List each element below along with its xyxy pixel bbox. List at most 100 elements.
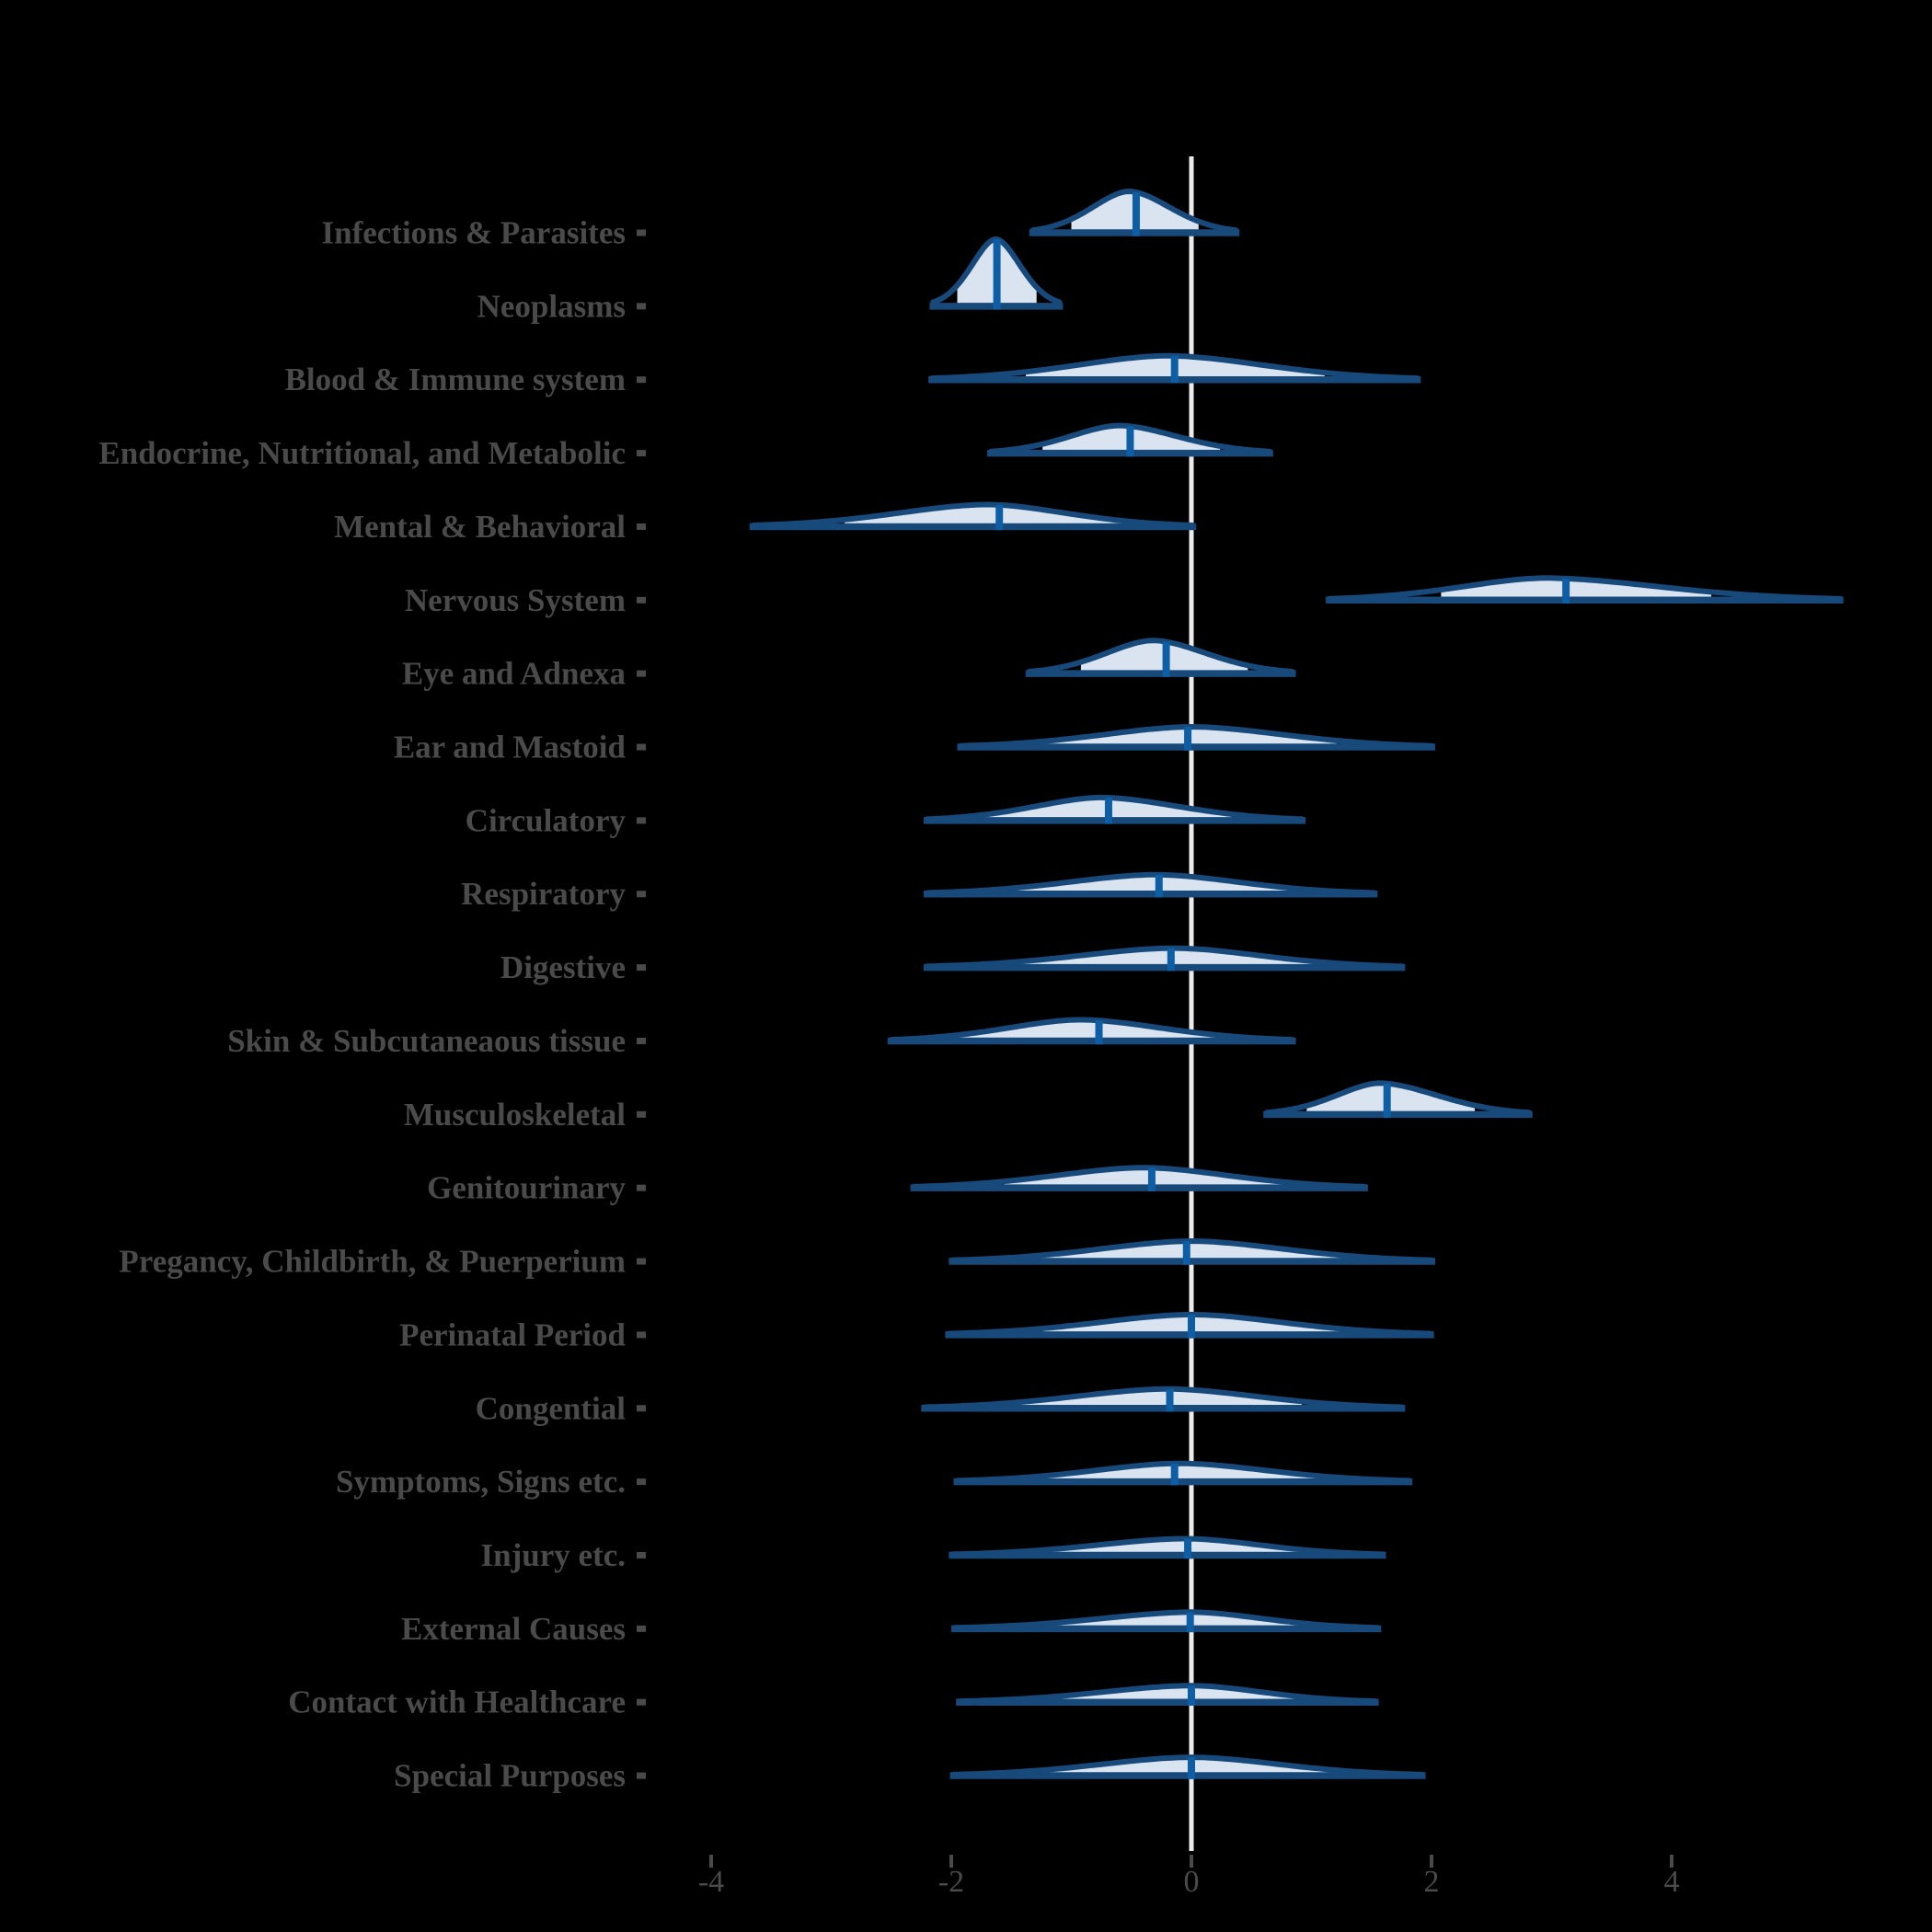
violin-row-genitourinary: Genitourinary [427,1165,1368,1206]
y-axis-tick [637,817,646,824]
y-axis-tick [637,891,646,898]
y-axis-tick [637,1110,646,1118]
density-fill-band [1441,578,1712,601]
violin-row-digestive: Digestive [500,945,1406,985]
y-axis-tick [637,1037,646,1044]
median-line [1383,1083,1391,1119]
y-axis-tick [637,1625,646,1632]
y-axis-tick [637,1551,646,1558]
density-curve [888,1017,1295,1043]
density-curve [930,236,1063,305]
violin-row-pregancy-childbirth-puerperium: Pregancy, Childbirth, & Puerperium [119,1238,1435,1280]
x-axis-tick-label: -2 [938,1865,964,1899]
category-label: Special Purposes [394,1758,626,1794]
density-curve [949,1238,1434,1263]
violin-row-perinatal-period: Perinatal Period [399,1311,1434,1352]
density-curve [929,352,1420,382]
violin-row-circulatory: Circulatory [466,794,1306,838]
violin-row-ear-and-mastoid: Ear and Mastoid [394,724,1435,765]
category-label: Endocrine, Nutritional, and Metabolic [98,435,626,471]
category-label: Musculoskeletal [404,1097,626,1133]
y-axis-tick [637,1405,646,1412]
density-curve [924,871,1377,896]
density-curve [1029,189,1239,234]
category-label: Infections & Parasites [321,215,626,251]
category-label: Congential [476,1390,627,1426]
y-axis-tick [637,1258,646,1265]
median-line [1104,798,1112,824]
density-fill-band [1004,1167,1292,1189]
median-line [1170,1463,1179,1486]
violin-row-skin-subcutaneaous-tissue: Skin & Subcutaneaous tissue [227,1017,1296,1059]
violin-row-neoplasms: Neoplasms [477,236,1064,324]
x-axis-tick-label: -4 [698,1865,724,1899]
density-curve [911,1165,1367,1190]
violin-row-contact-with-healthcare: Contact with Healthcare [288,1683,1379,1720]
violin-row-respiratory: Respiratory [461,871,1378,912]
median-line [1126,426,1134,457]
y-axis-tick [637,1698,646,1706]
median-line [1155,874,1163,898]
y-axis-tick [637,450,646,457]
density-fill-band [844,504,1127,527]
median-line [995,504,1004,531]
category-label: Circulatory [466,802,627,838]
density-fill-band [957,1019,1229,1041]
category-label: Digestive [500,949,626,985]
category-label: Perinatal Period [399,1317,626,1352]
category-label: Nervous System [405,582,626,618]
violin-row-infections-parasites: Infections & Parasites [321,189,1240,251]
y-axis-tick [637,596,646,604]
y-axis-tick [637,523,646,530]
category-label: Symptoms, Signs etc. [336,1464,626,1500]
x-axis-tick-label: 0 [1184,1865,1200,1899]
density-curve [922,1386,1405,1410]
density-curve [957,1683,1378,1705]
y-axis-tick [637,964,646,972]
density-curve [1327,575,1843,602]
median-line [1186,1612,1194,1633]
y-axis-tick [637,229,646,236]
density-curve [949,1535,1386,1558]
density-curve [750,501,1196,528]
y-axis-tick [637,376,646,384]
density-curve [954,1460,1412,1484]
density-curve [924,945,1405,970]
violin-row-symptoms-signs-etc: Symptoms, Signs etc. [336,1460,1413,1500]
violin-row-external-causes: External Causes [401,1609,1382,1647]
x-axis-tick-label: 4 [1664,1865,1680,1899]
median-line [1095,1020,1103,1045]
median-line [1184,727,1192,751]
density-curve [988,422,1272,454]
violin-row-musculoskeletal: Musculoskeletal [404,1080,1533,1133]
x-axis-tick-label: 2 [1424,1865,1440,1899]
median-line [1147,1167,1156,1191]
median-line [1132,191,1140,236]
category-label: Skin & Subcutaneaous tissue [227,1023,626,1059]
median-line [993,239,1001,310]
x-axis: -4 -2 0 2 4 [698,1855,1680,1899]
median-line [1188,1685,1195,1706]
median-line [1562,578,1570,604]
category-label: External Causes [401,1611,626,1647]
category-label: Neoplasms [477,288,626,324]
median-line [1188,1757,1195,1779]
violin-row-blood-immune-system: Blood & Immune system [285,352,1421,397]
median-line [1166,1388,1174,1412]
density-curve [1264,1080,1532,1116]
category-label: Ear and Mastoid [394,730,627,765]
violin-row-injury-etc: Injury etc. [481,1535,1386,1573]
y-axis-tick [637,670,646,677]
y-axis-tick [637,1478,646,1486]
median-line [1167,948,1175,972]
category-label: Eye and Adnexa [402,656,626,692]
y-axis-tick [637,1184,646,1191]
category-label: Contact with Healthcare [288,1685,626,1720]
violin-row-nervous-system: Nervous System [405,575,1844,618]
y-axis-tick [637,303,646,310]
density-curve [951,1609,1381,1631]
density-curve [958,724,1434,749]
category-label: Respiratory [461,876,626,912]
